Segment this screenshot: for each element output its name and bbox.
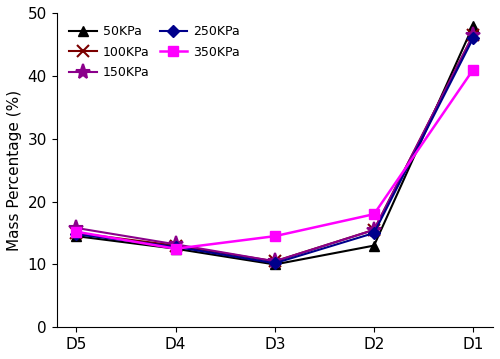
50KPa — [172, 247, 178, 251]
350KPa — [272, 234, 278, 238]
Line: 150KPa: 150KPa — [69, 27, 481, 269]
250KPa — [272, 261, 278, 265]
Line: 50KPa: 50KPa — [72, 21, 478, 269]
150KPa — [74, 226, 80, 230]
150KPa — [470, 33, 476, 37]
Line: 100KPa: 100KPa — [71, 29, 479, 267]
250KPa — [172, 245, 178, 249]
100KPa — [172, 243, 178, 248]
50KPa — [272, 262, 278, 267]
50KPa — [74, 234, 80, 238]
250KPa — [74, 232, 80, 237]
100KPa — [74, 231, 80, 235]
150KPa — [272, 259, 278, 264]
Legend: 50KPa, 100KPa, 150KPa, 250KPa, 350KPa: 50KPa, 100KPa, 150KPa, 250KPa, 350KPa — [63, 19, 246, 86]
50KPa — [371, 243, 377, 248]
350KPa — [172, 247, 178, 251]
150KPa — [172, 242, 178, 247]
100KPa — [272, 259, 278, 264]
350KPa — [470, 67, 476, 72]
100KPa — [470, 33, 476, 37]
Y-axis label: Mass Percentage (%): Mass Percentage (%) — [7, 90, 22, 251]
50KPa — [470, 23, 476, 28]
250KPa — [470, 36, 476, 40]
100KPa — [371, 228, 377, 232]
350KPa — [371, 212, 377, 216]
150KPa — [371, 228, 377, 232]
350KPa — [74, 230, 80, 234]
Line: 350KPa: 350KPa — [72, 65, 478, 253]
Line: 250KPa: 250KPa — [72, 34, 477, 267]
250KPa — [371, 231, 377, 235]
